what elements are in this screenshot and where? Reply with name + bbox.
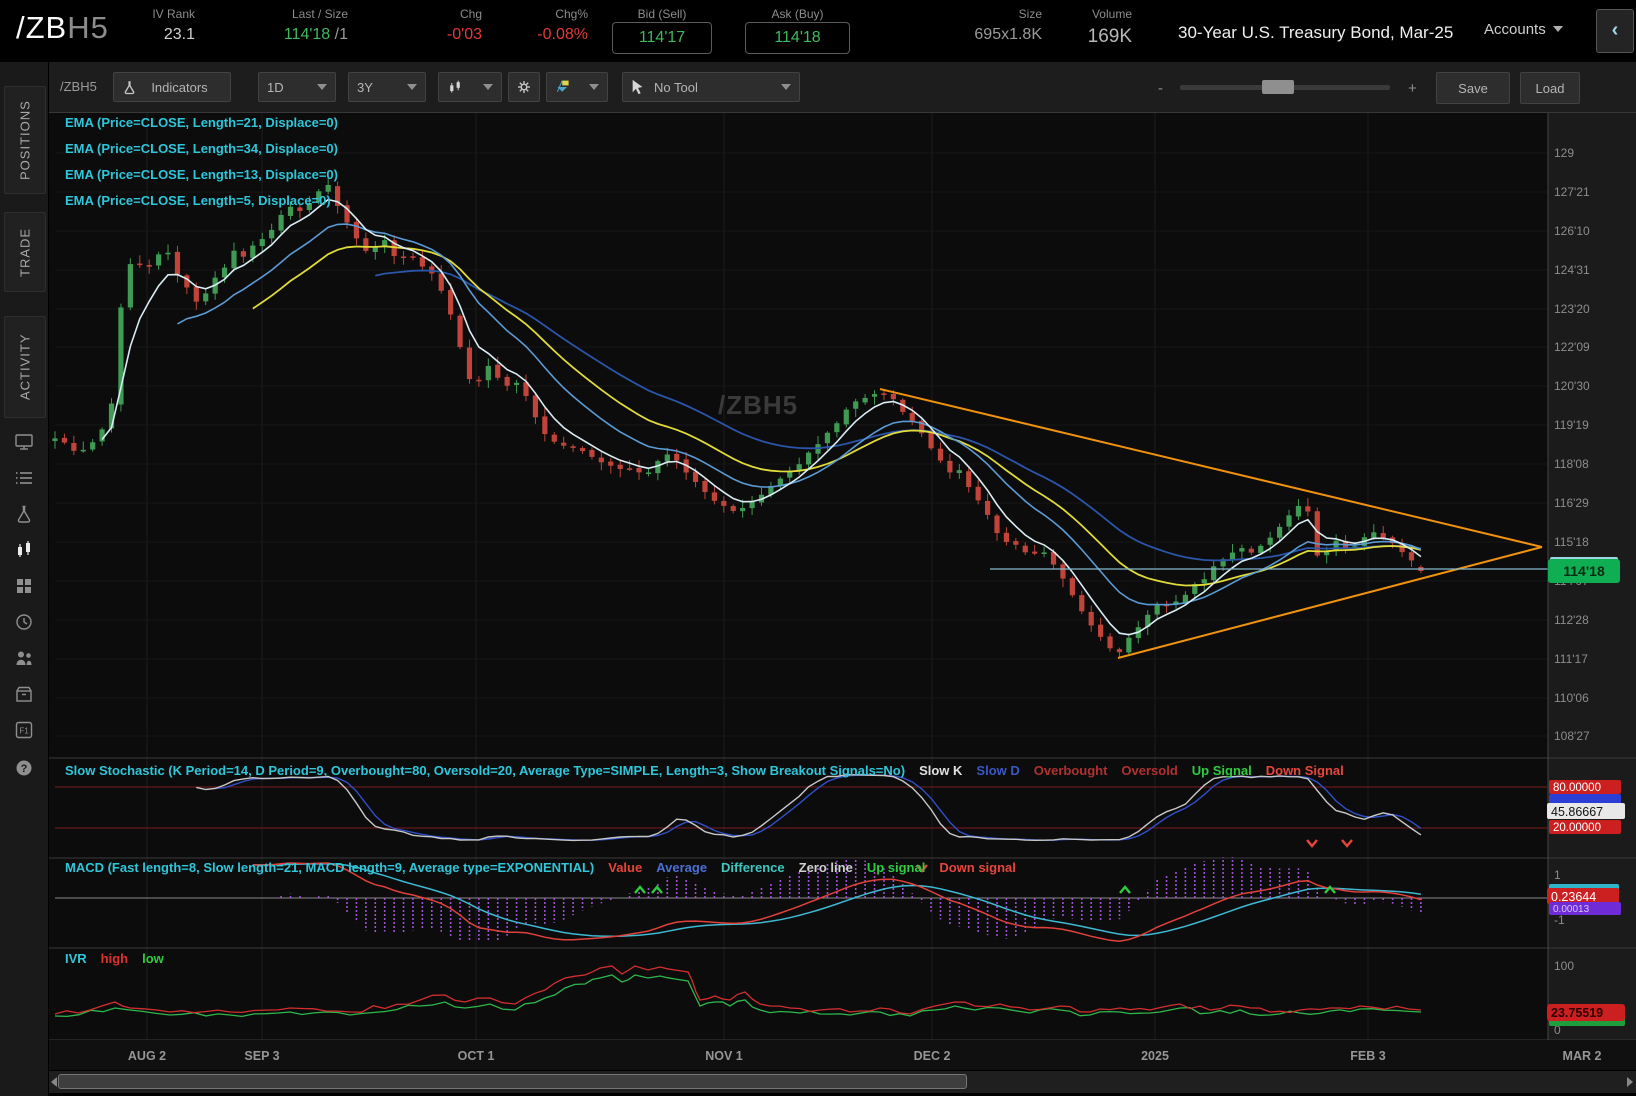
indicators-button[interactable]: Indicators <box>113 72 231 102</box>
legend-item: Down signal <box>939 860 1016 875</box>
chevron-left-icon: ‹ <box>1611 19 1619 41</box>
sidebar-tab-trade[interactable]: TRADE <box>4 212 46 292</box>
legend-item: Overbought <box>1033 763 1108 778</box>
range-dropdown[interactable]: 3Y <box>348 72 426 102</box>
f1-icon[interactable]: F1 <box>14 720 34 740</box>
time-axis-label: SEP 3 <box>244 1049 280 1063</box>
svg-text:?: ? <box>21 763 28 775</box>
time-axis: AUG 2 SEP 3 OCT 1 NOV 1 DEC 2 2025 FEB 3 MAR 2 <box>48 1040 1636 1070</box>
legend-item: Value <box>608 860 643 875</box>
contract-description: 30-Year U.S. Treasury Bond, Mar-25 <box>1178 23 1454 42</box>
scroll-right-arrow[interactable] <box>1627 1077 1633 1087</box>
chart-settings-button[interactable] <box>508 72 540 102</box>
patterns-icon <box>556 80 569 92</box>
chart-symbol-label: /ZBH5 <box>60 79 97 94</box>
field-bid: Bid (Sell) <box>637 7 687 21</box>
clock-icon[interactable] <box>14 612 34 632</box>
chart-icon[interactable] <box>14 540 34 560</box>
field-ask: Ask (Buy) <box>771 7 824 21</box>
macd-indicator-label[interactable]: MACD (Fast length=8, Slow length=21, MAC… <box>65 860 595 875</box>
time-axis-label: 2025 <box>1141 1049 1169 1063</box>
legend-item: Up signal <box>866 860 926 875</box>
time-axis-label: FEB 3 <box>1350 1049 1386 1063</box>
load-button[interactable]: Load <box>1520 72 1580 104</box>
candlestick-icon <box>450 80 460 93</box>
monitor-icon[interactable] <box>14 432 34 452</box>
timeframe-dropdown[interactable]: 1D <box>258 72 336 102</box>
box-icon[interactable] <box>14 684 34 704</box>
chevron-down-icon <box>407 84 417 90</box>
chevron-down-icon <box>317 84 327 90</box>
sidebar-tab-activity[interactable]: ACTIVITY <box>4 316 46 418</box>
svg-text:F1: F1 <box>19 727 29 736</box>
bid-button[interactable]: 114'17 <box>612 22 712 54</box>
field-last-size: Last / Size 114'18 /1 <box>283 7 348 43</box>
drawing-tool-dropdown[interactable]: No Tool <box>622 72 800 102</box>
field-chg: Chg -0'03 <box>446 7 482 43</box>
scroll-left-arrow[interactable] <box>51 1077 57 1087</box>
ivr-legend: IVR high low <box>65 951 164 966</box>
grid-icon[interactable] <box>14 576 34 596</box>
flask-icon[interactable] <box>14 504 34 524</box>
gear-icon <box>518 81 530 93</box>
legend-item: Zero line <box>798 860 853 875</box>
field-volume: Volume 169K <box>1087 7 1132 47</box>
legend-item: Down Signal <box>1265 763 1344 778</box>
time-axis-label: AUG 2 <box>127 1049 167 1063</box>
save-button[interactable]: Save <box>1436 72 1510 104</box>
symbol-title: /ZBH5 <box>16 10 109 45</box>
field-size: Size 695x1.8K <box>974 7 1042 43</box>
price-axis-gutter <box>1548 112 1636 1040</box>
ask-button[interactable]: 114'18 <box>745 22 850 54</box>
chevron-down-icon <box>1552 26 1563 32</box>
sidebar-tab-positions[interactable]: POSITIONS <box>4 86 46 194</box>
ema5-label[interactable]: EMA (Price=CLOSE, Length=5, Displace=0) <box>65 193 331 208</box>
accounts-dropdown[interactable]: Accounts <box>1484 21 1563 38</box>
time-axis-label: OCT 1 <box>457 1049 495 1063</box>
chart-toolbar: /ZBH5 Indicators 1D 3Y No Tool <box>48 62 1636 113</box>
watchlist-icon[interactable] <box>14 468 34 488</box>
legend-item: Difference <box>721 860 785 875</box>
legend-item: Slow K <box>919 763 963 778</box>
chart-type-dropdown[interactable] <box>438 72 502 102</box>
chevron-down-icon <box>483 84 493 90</box>
legend-item: Oversold <box>1121 763 1178 778</box>
legend-item: low <box>142 951 164 966</box>
stoch-legend: Slow Stochastic (K Period=14, D Period=9… <box>65 763 1344 778</box>
stoch-indicator-label[interactable]: Slow Stochastic (K Period=14, D Period=9… <box>65 763 906 778</box>
field-chg-pct: Chg% -0.08% <box>537 7 588 43</box>
time-axis-label: DEC 2 <box>913 1049 951 1063</box>
help-icon[interactable]: ? <box>14 758 34 778</box>
ema34-label[interactable]: EMA (Price=CLOSE, Length=34, Displace=0) <box>65 141 338 156</box>
legend-item: high <box>100 951 129 966</box>
time-axis-label: NOV 1 <box>705 1049 743 1063</box>
legend-item: Average <box>656 860 708 875</box>
zoom-in-button[interactable]: + <box>1408 80 1417 97</box>
patterns-dropdown[interactable] <box>546 72 608 102</box>
macd-legend: MACD (Fast length=8, Slow length=21, MAC… <box>65 860 1016 875</box>
ema21-label[interactable]: EMA (Price=CLOSE, Length=21, Displace=0) <box>65 115 338 130</box>
chevron-down-icon <box>589 84 599 90</box>
legend-item: Up Signal <box>1191 763 1252 778</box>
ema13-label[interactable]: EMA (Price=CLOSE, Length=13, Displace=0) <box>65 167 338 182</box>
ivr-indicator-label[interactable]: IVR <box>65 951 87 966</box>
zoom-slider-thumb[interactable] <box>1262 80 1294 94</box>
quote-header: /ZBH5 IV Rank 23.1 Last / Size 114'18 /1… <box>0 0 1636 62</box>
left-sidebar: POSITIONS TRADE ACTIVITY F1 ? <box>0 62 49 1096</box>
flask-icon <box>124 80 135 94</box>
collapse-panel-button[interactable]: ‹ <box>1596 9 1634 53</box>
zoom-out-button[interactable]: - <box>1158 80 1163 97</box>
chart-scrollbar[interactable] <box>48 1070 1636 1093</box>
chart-background <box>48 112 1548 1040</box>
people-icon[interactable] <box>14 648 34 668</box>
cursor-icon <box>632 79 643 95</box>
scrollbar-thumb[interactable] <box>58 1074 967 1089</box>
chart-watermark: /ZBH5 <box>718 390 799 420</box>
time-axis-label: MAR 2 <box>1562 1049 1602 1063</box>
legend-item: Slow D <box>976 763 1020 778</box>
chevron-down-icon <box>781 84 791 90</box>
field-iv-rank: IV Rank 23.1 <box>152 7 195 43</box>
